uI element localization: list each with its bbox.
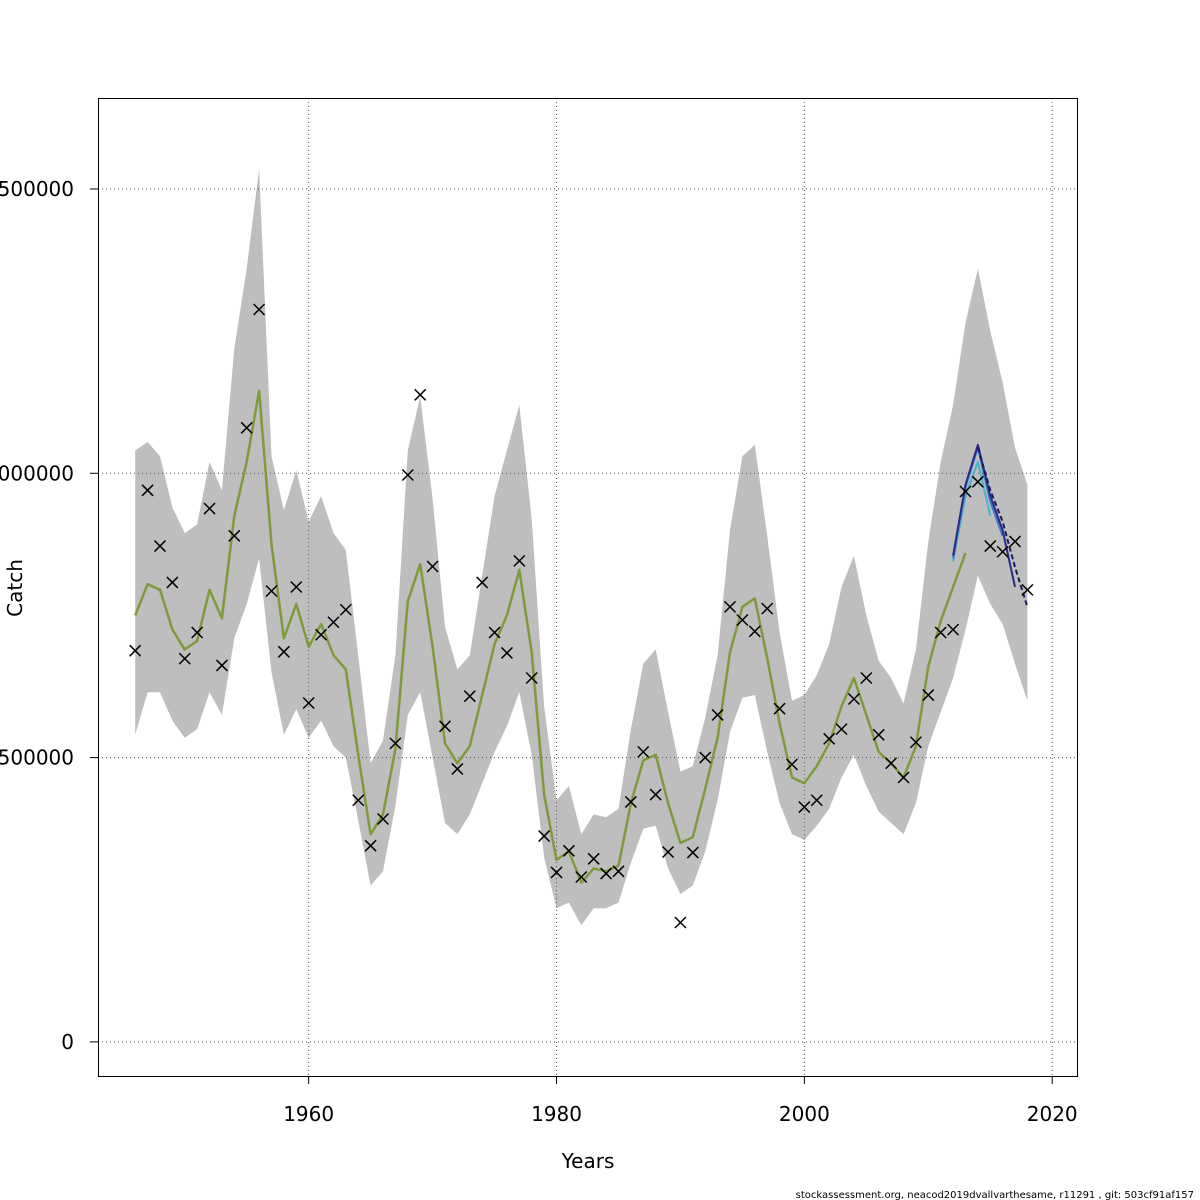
observation-point [129,644,142,657]
observation-point [600,867,613,880]
observation-point [476,576,489,589]
observation-point [228,529,241,542]
observation-point [897,771,910,784]
observation-point [761,602,774,615]
observation-point [513,554,526,567]
observation-point [339,603,352,616]
observation-point [1009,535,1022,548]
observation-point [662,845,675,859]
y-tick-label: 500000 [0,746,74,770]
observation-point [401,468,414,482]
observation-point [463,690,476,703]
observation-point [823,732,836,745]
x-axis: 1960 1980 2000 2020 [283,1076,1078,1126]
observation-point [885,757,898,770]
y-tick-label: 1000000 [0,461,74,485]
observation-point [240,421,253,434]
observation-point [612,865,625,878]
observation-point [414,388,427,401]
y-axis: 0 500000 1000000 1500000 [0,177,98,1054]
observation-point [215,659,228,672]
observation-point [971,475,984,488]
observation-point [674,916,687,929]
x-tick-label: 1980 [531,1102,582,1126]
observation-point [922,689,935,702]
observation-point [203,502,216,515]
x-axis-title: Years [561,1149,615,1173]
observation-point [736,613,749,627]
footer-note: stockassessment.org, neacod2019dvallvart… [796,1190,1194,1200]
observation-point [686,846,699,859]
observation-point [488,626,501,639]
plot-frame [98,98,1078,1077]
confidence-band-area [135,169,1028,926]
observation-point [947,623,960,636]
observation-point [500,646,513,659]
observation-point [860,671,873,685]
y-axis-title: Catch [3,559,27,617]
observation-point [141,484,154,497]
observation-point [637,745,650,758]
observation-point [253,303,266,316]
observation-point [352,794,365,807]
y-tick-label: 1500000 [0,177,74,201]
observation-point [624,795,637,808]
observation-point [550,866,563,879]
observation-point [327,616,340,629]
observation-point [1021,583,1034,596]
observation-point [191,626,204,639]
observation-point [538,830,551,843]
observation-point [984,540,997,553]
observation-point [587,852,600,865]
observation-point [153,540,166,553]
observation-point [909,736,922,749]
observation-point [562,844,575,857]
confidence-band [135,169,1028,926]
observation-point [438,720,452,733]
series-line-0 [134,389,967,884]
observation-point [178,652,191,665]
observation-point [959,485,972,498]
grid-lines [98,98,1077,1076]
observation-markers [129,303,1034,929]
observation-point [364,839,377,852]
series-line-3 [952,443,1016,588]
observation-point [798,801,811,814]
observation-point [426,560,439,573]
observation-point [773,702,786,715]
observation-point [277,645,290,658]
observation-point [525,671,538,685]
observation-point [934,626,947,639]
observation-point [451,762,464,775]
observation-point [376,812,390,826]
observation-point [575,870,588,884]
observation-point [810,794,823,807]
observation-point [872,728,885,741]
x-tick-label: 1960 [283,1102,334,1126]
observation-point [649,788,662,801]
y-tick-label: 0 [61,1030,74,1054]
observation-point [699,751,712,764]
series-line-4 [976,447,1029,608]
observation-point [265,584,278,598]
observation-point [315,628,328,641]
observation-point [723,600,737,613]
observation-point [302,696,315,710]
observation-point [835,723,848,736]
observation-point [785,758,799,771]
x-tick-label: 2020 [1027,1102,1078,1126]
observation-point [389,737,402,750]
x-tick-label: 2000 [779,1102,830,1126]
observation-point [290,580,303,594]
series-lines [134,389,1029,884]
observation-point [996,545,1009,558]
observation-point [748,625,761,638]
observation-point [166,576,179,589]
observation-point [847,692,860,706]
observation-point [711,708,724,721]
